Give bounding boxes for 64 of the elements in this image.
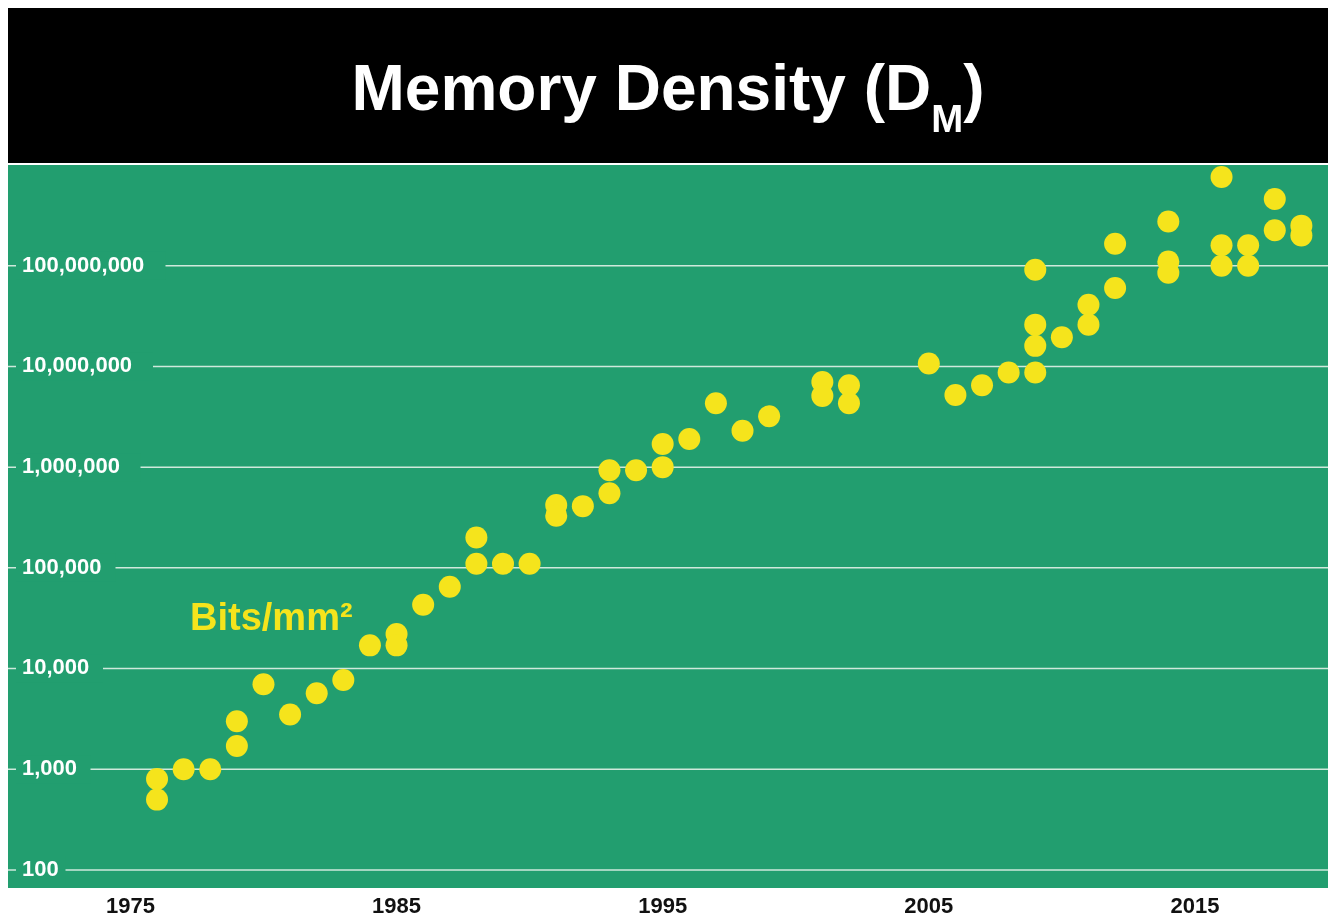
point [997,361,1020,384]
x-tick-label: 2005 [904,893,954,918]
point [678,428,701,451]
y-tick-label: 1,000,000 [22,452,120,478]
point [598,459,621,482]
point [225,710,248,733]
point [944,384,967,407]
point [837,392,860,415]
point [1237,254,1260,277]
point [598,482,621,505]
point [279,703,302,726]
point [252,673,275,696]
point [438,575,461,598]
point [917,352,940,375]
point [1263,187,1286,210]
point [1024,361,1047,384]
x-tick-label: 1995 [638,893,688,918]
point [465,552,488,575]
y-axis-title: Bits/mm² [190,596,353,638]
point [199,758,222,781]
point [571,495,594,518]
point [1024,334,1047,357]
point [704,392,727,415]
point [1210,254,1233,277]
y-tick-label: 100,000,000 [22,251,145,277]
point [1263,219,1286,242]
y-tick-label: 100,000 [22,553,102,579]
x-tick-label: 2015 [1170,893,1220,918]
point [358,634,381,657]
point [1077,313,1100,336]
point [412,593,435,616]
y-tick-label: 10,000 [22,654,90,680]
point [837,374,860,397]
point [1050,326,1073,349]
point [971,374,994,397]
point [465,526,488,549]
point [1210,234,1233,257]
point [332,669,355,691]
point [651,432,674,455]
y-tick-label: 100 [22,855,59,881]
point [1024,313,1047,336]
y-tick-label: 1,000 [22,755,78,781]
x-tick-label: 1975 [105,893,155,918]
x-tick-label: 1985 [372,893,422,918]
point [1024,258,1047,281]
point [625,459,648,482]
point [146,768,169,791]
point [172,758,195,781]
chart-title: Memory Density (D$_{M}$) [351,52,985,140]
point [225,735,248,758]
point [305,682,328,705]
y-tick-label: 10,000,000 [22,352,133,378]
point [1077,293,1100,316]
point [1104,277,1127,300]
point [1210,166,1233,188]
point [651,456,674,479]
point [731,419,754,442]
point [758,405,781,428]
point [1237,234,1260,257]
point [1104,232,1127,255]
point [518,552,541,575]
point [1157,210,1180,233]
point [492,552,514,575]
point [146,788,169,811]
